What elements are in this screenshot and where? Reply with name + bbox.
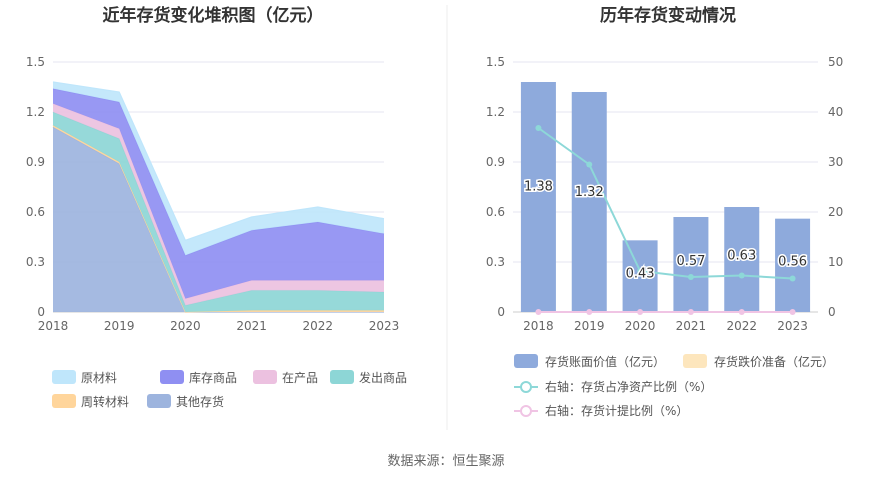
legend-swatch <box>160 370 184 384</box>
legend-label: 存货账面价值（亿元） <box>545 354 665 369</box>
y-left-tick-label: 0.9 <box>486 155 505 169</box>
x-tick-label: 2023 <box>777 319 808 333</box>
area-发出商品 <box>53 112 384 312</box>
x-tick-label: 2018 <box>523 319 554 333</box>
point-net-asset-ratio <box>637 268 644 274</box>
bar-data-label: 0.43 <box>626 267 655 282</box>
x-tick-label: 2022 <box>726 319 757 333</box>
bar-data-label: 0.56 <box>778 255 807 270</box>
y-left-tick-label: 1.5 <box>486 55 505 69</box>
point-net-asset-ratio <box>687 274 694 280</box>
legend-swatch <box>253 370 277 384</box>
legend-swatch <box>52 394 76 408</box>
bar-2018 <box>520 82 556 312</box>
y-right-tick-label: 0 <box>828 305 836 319</box>
legend-label: 右轴：存货计提比例（%） <box>545 403 688 418</box>
legend-label: 发出商品 <box>359 370 407 385</box>
legend-label: 周转材料 <box>81 394 129 409</box>
x-tick-label: 2023 <box>369 319 400 333</box>
point-provision-ratio <box>535 309 542 315</box>
bar-2021 <box>673 217 709 312</box>
bar-2019 <box>571 92 607 312</box>
bar-data-label: 0.63 <box>727 248 756 263</box>
x-tick-label: 2020 <box>170 319 201 333</box>
y-left-tick-label: 0 <box>497 305 505 319</box>
y-left-tick-label: 1.2 <box>486 105 505 119</box>
line-net-asset-ratio <box>537 127 793 280</box>
left-chart-title: 近年存货变化堆积图（亿元） <box>103 5 324 26</box>
point-net-asset-ratio <box>738 272 745 279</box>
area-edge-原材料 <box>52 81 385 242</box>
bar-data-label: 1.38 <box>524 180 553 195</box>
point-net-asset-ratio <box>586 161 593 168</box>
y-tick-label: 0 <box>37 305 45 319</box>
y-right-tick-label: 40 <box>828 105 843 119</box>
x-tick-label: 2019 <box>574 319 605 333</box>
y-tick-label: 0.6 <box>26 205 45 219</box>
legend-label: 其他存货 <box>176 394 224 409</box>
legend-swatch <box>147 394 171 408</box>
area-其他存货 <box>53 127 384 312</box>
y-right-tick-label: 30 <box>828 155 843 169</box>
legend-label: 库存商品 <box>189 370 237 385</box>
x-tick-label: 2019 <box>104 319 135 333</box>
stacked-area-chart: 0 0.3 0.6 0.9 1.2 1.5 2018 2019 2020 2021 2022 2023 <box>26 55 399 333</box>
y-right-tick-label: 20 <box>828 205 843 219</box>
y-tick-label: 1.5 <box>26 55 45 69</box>
x-tick-label: 2018 <box>38 319 69 333</box>
inventory-bar-line-chart: 0 0.3 0.6 0.9 1.2 1.5 0 10 20 30 40 50 2018 2019 2020 2… <box>486 55 843 333</box>
legend-marker <box>520 405 532 417</box>
legend-swatch <box>683 354 707 368</box>
bar-data-label: 0.57 <box>676 254 705 269</box>
point-provision-ratio <box>637 309 644 315</box>
legend-label: 存货跌价准备（亿元） <box>714 354 834 369</box>
y-tick-label: 0.9 <box>26 155 45 169</box>
legend-swatch <box>330 370 354 384</box>
point-provision-ratio <box>586 309 593 315</box>
right-chart-title: 历年存货变动情况 <box>600 5 736 26</box>
point-provision-ratio <box>738 309 745 315</box>
right-chart-legend: 存货账面价值（亿元） 存货跌价准备（亿元）右轴：存货占净资产比例（%） 右轴：存货计… <box>514 354 834 418</box>
bar-2023 <box>775 218 811 312</box>
legend-label: 在产品 <box>282 371 318 385</box>
y-right-tick-label: 10 <box>828 255 843 269</box>
bar-2020 <box>622 240 658 312</box>
x-tick-label: 2021 <box>676 319 707 333</box>
y-tick-label: 1.2 <box>26 105 45 119</box>
y-right-tick-label: 50 <box>828 55 843 69</box>
x-tick-label: 2022 <box>303 319 334 333</box>
x-tick-label: 2020 <box>625 319 656 333</box>
point-provision-ratio <box>789 309 796 315</box>
bar-2022 <box>724 207 760 312</box>
bar-data-label: 1.32 <box>575 185 604 200</box>
point-net-asset-ratio <box>789 275 796 282</box>
point-net-asset-ratio <box>535 125 542 131</box>
y-left-tick-label: 0.3 <box>486 255 505 269</box>
area-原材料 <box>53 82 384 256</box>
legend-label: 右轴：存货占净资产比例（%） <box>545 379 712 394</box>
legend-marker <box>520 381 532 393</box>
area-在产品 <box>53 103 384 306</box>
data-source-label: 数据来源：恒生聚源 <box>387 454 504 469</box>
y-tick-label: 0.3 <box>26 255 45 269</box>
legend-label: 原材料 <box>81 371 117 385</box>
point-provision-ratio <box>687 309 694 315</box>
y-left-tick-label: 0.6 <box>486 205 505 219</box>
legend-swatch <box>52 370 76 384</box>
legend-swatch <box>514 354 538 368</box>
x-tick-label: 2021 <box>236 319 267 333</box>
